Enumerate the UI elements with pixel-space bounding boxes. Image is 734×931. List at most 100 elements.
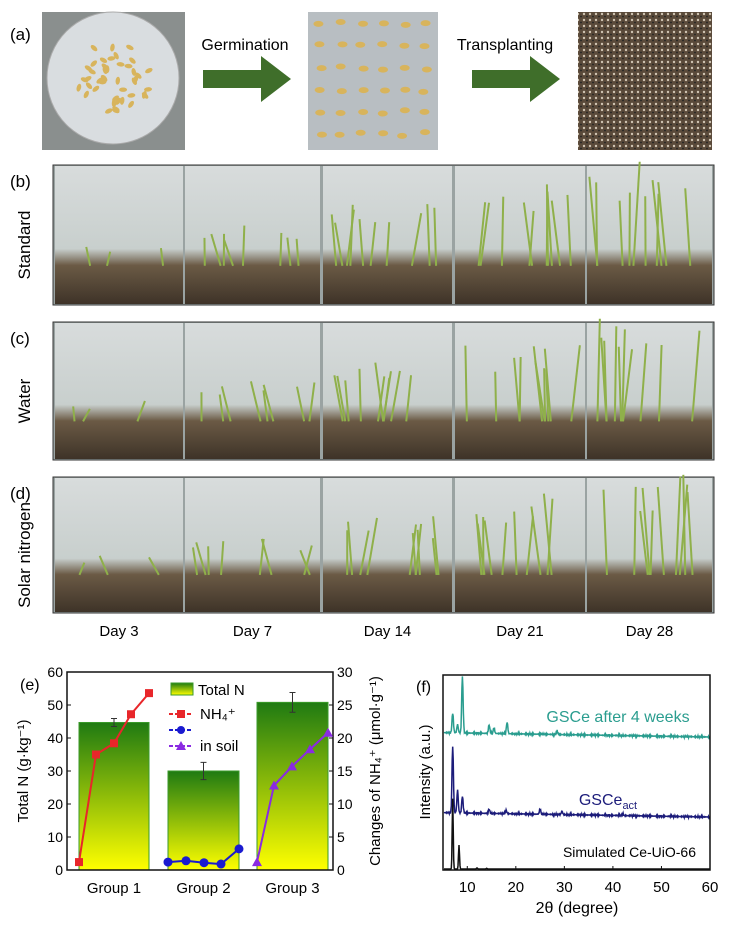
plant-blade [621,329,626,422]
seed [84,75,92,82]
plot-frame [442,674,711,871]
day-label: Day 28 [626,623,674,640]
plant-blade [600,337,608,422]
seed [115,76,121,85]
x-tick-label: 60 [702,879,719,896]
seed [90,44,98,52]
plant-blade [405,375,413,422]
plant-blade [477,202,487,266]
seed [378,20,389,27]
seed [83,90,89,99]
plant-blade [464,345,468,422]
y2-tick-label: 20 [337,730,353,746]
y-axis-label: Total N (g·kg⁻¹) [15,720,32,823]
plant-blade [347,521,354,575]
bar-total-n [256,701,329,871]
plant-blade [358,219,365,266]
plant-photo [455,166,585,304]
triangle-marker [252,857,262,867]
seed [315,109,326,116]
row-label: Water [15,378,34,423]
plant-blade [308,382,316,422]
square-marker [75,858,83,867]
seed [355,41,366,48]
plant-blade [349,204,354,266]
plant-blade [674,476,682,575]
seed [419,108,430,115]
plant-blade [72,406,76,422]
square-marker [110,739,118,748]
seed [105,108,113,114]
day-label: Day 7 [233,623,272,640]
plant-photo [587,323,712,459]
seed [102,66,108,75]
circle-marker [199,858,209,868]
germination-label: Germination [201,37,288,54]
square-marker [145,689,153,698]
circle-marker [177,726,185,734]
seed [400,21,411,28]
seed [334,131,345,138]
seed [316,131,327,138]
plant-blade [432,516,440,576]
seed [100,74,107,83]
plant-blade [426,204,431,266]
plant-blade [385,222,391,266]
y-tick-label: 30 [47,763,63,779]
transplanting-label: Transplanting [457,37,553,54]
x-axis-label: 2θ (degree) [536,900,619,917]
plant-blade [299,549,311,576]
plant-photo [185,166,320,304]
plant-blade [684,188,692,266]
plant-blade [262,384,275,422]
day-label: Day 3 [99,623,138,640]
row-label: Standard [15,211,34,280]
circle-marker [163,857,173,867]
plant-blade [220,541,225,575]
x-tick-label: 40 [605,879,622,896]
plant-blade [433,207,438,266]
seed [124,63,133,69]
plant-blade [545,184,549,266]
y2-tick-label: 25 [337,697,353,713]
y2-tick-label: 5 [337,829,345,845]
arrow-right-icon [472,56,560,102]
plant-blade [416,529,421,575]
seed [144,87,153,92]
square-marker [92,750,100,759]
plant-blade [550,200,562,266]
plant-blade [476,523,486,576]
y2-tick-label: 0 [337,862,345,878]
plant-blade [546,498,554,575]
plant-blade [295,238,300,266]
seed [141,92,149,99]
plant-blade [657,344,663,422]
seed [397,132,408,139]
plant-blade [532,346,544,422]
error-bar [200,761,207,781]
seed [358,87,369,94]
plant-blade [639,343,648,422]
plant-blade [359,530,370,576]
plant-blade [330,214,338,266]
plant-blade [431,538,438,576]
plant-blade [220,386,232,422]
seed [336,88,347,95]
plant-blade [148,556,160,576]
plant-blade [382,377,391,422]
error-bar [289,691,296,713]
plant-blade [358,368,362,422]
day-label: Day 14 [364,623,412,640]
plant-blade [545,369,550,422]
y-tick-label: 60 [47,664,63,680]
plant-blade [136,400,146,422]
plant-blade [286,237,292,266]
plant-photo [185,478,320,612]
circle-marker [234,844,244,854]
seed [399,107,410,114]
square-marker [177,710,185,718]
seed [335,63,346,70]
plant-blade [279,232,283,266]
seed [115,97,122,105]
plant-blade [657,182,668,266]
